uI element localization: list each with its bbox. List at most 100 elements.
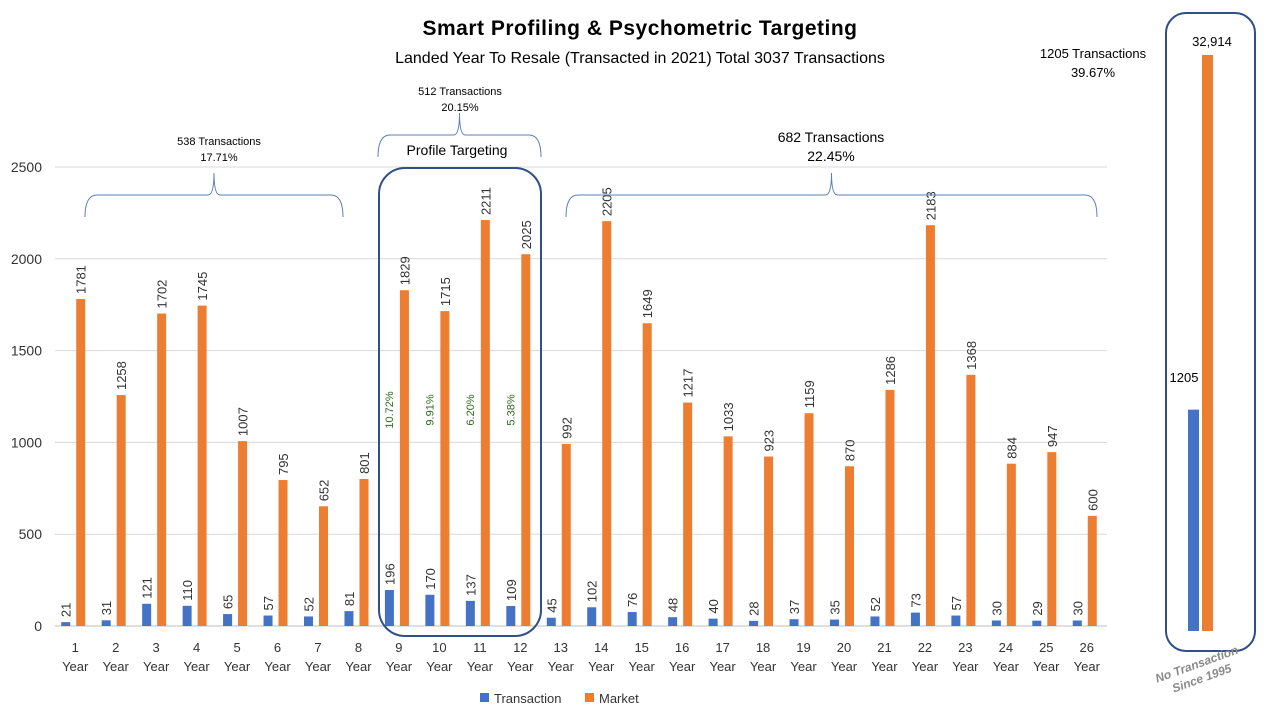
- x-tick-number: 1: [72, 640, 79, 655]
- x-tick-number: 21: [877, 640, 891, 655]
- market-bar: [359, 478, 369, 626]
- market-value-label: 1159: [802, 380, 817, 408]
- transaction-value-label: 48: [666, 598, 681, 612]
- x-tick-number: 15: [634, 640, 648, 655]
- transaction-value-label: 37: [787, 600, 802, 614]
- market-value-label: 1217: [681, 369, 696, 398]
- transaction-value-label: 57: [949, 596, 964, 610]
- x-tick-year: Year: [224, 659, 251, 674]
- transaction-value-label: 137: [463, 574, 478, 596]
- group3-percent: 22.45%: [807, 148, 854, 164]
- x-tick-year: Year: [912, 659, 939, 674]
- x-tick-year: Year: [993, 659, 1020, 674]
- transaction-value-label: 110: [180, 580, 195, 601]
- x-tick-year: Year: [264, 659, 291, 674]
- x-tick-number: 16: [675, 640, 689, 655]
- x-tick-year: Year: [467, 659, 494, 674]
- x-tick-number: 6: [274, 640, 281, 655]
- market-value-label: 1258: [114, 361, 129, 390]
- market-bar: [278, 480, 288, 626]
- transaction-bar: [991, 620, 1001, 626]
- y-tick-label: 2000: [11, 251, 42, 267]
- transaction-bar: [263, 615, 273, 626]
- transaction-bar: [344, 611, 354, 626]
- x-tick-number: 25: [1039, 640, 1053, 655]
- x-tick-number: 18: [756, 640, 770, 655]
- transaction-value-label: 52: [868, 597, 883, 611]
- x-tick-number: 17: [715, 640, 729, 655]
- x-tick-number: 14: [594, 640, 608, 655]
- transaction-bar: [465, 600, 475, 626]
- transaction-value-label: 31: [99, 601, 114, 615]
- transaction-value-label: 73: [908, 593, 923, 607]
- market-value-label: 1715: [438, 277, 453, 306]
- transaction-value-label: 30: [1070, 601, 1085, 615]
- market-value-label: 923: [762, 430, 777, 452]
- transaction-bar: [142, 603, 152, 626]
- group1-count: 538 Transactions: [177, 136, 261, 148]
- transaction-bar: [830, 619, 839, 626]
- percent-label: 6.20%: [465, 394, 477, 425]
- market-bar: [238, 441, 248, 626]
- transaction-bar: [101, 620, 111, 626]
- x-axis: 1 Year 2 Year 3 Year 4 Year 5 Year 6 Year 7 Year 8 Year…: [62, 640, 1100, 674]
- x-tick-year: Year: [1074, 659, 1101, 674]
- x-tick-year: Year: [62, 659, 89, 674]
- transaction-bar: [749, 620, 759, 626]
- x-tick-number: 8: [355, 640, 362, 655]
- market-bar: [804, 413, 814, 626]
- transaction-bar: [506, 605, 516, 626]
- market-value-label: 2211: [478, 187, 493, 215]
- x-tick-number: 22: [918, 640, 932, 655]
- x-tick-year: Year: [709, 659, 736, 674]
- market-bar: [966, 374, 976, 626]
- group2-brace: [377, 112, 542, 158]
- side-transaction-bar: [1188, 409, 1199, 631]
- market-bar: [642, 323, 652, 626]
- group3-brace: [565, 172, 1098, 218]
- x-tick-year: Year: [183, 659, 210, 674]
- y-tick-label: 1500: [11, 343, 42, 359]
- transaction-bar: [546, 617, 556, 626]
- x-tick-number: 19: [796, 640, 810, 655]
- x-tick-year: Year: [1033, 659, 1060, 674]
- gridlines: [55, 166, 1107, 627]
- market-bar: [925, 225, 935, 626]
- chart-title: Smart Profiling & Psychometric Targeting: [422, 17, 857, 40]
- side-market-bar: [1202, 55, 1213, 631]
- transaction-bar: [910, 612, 920, 626]
- market-bar: [116, 395, 126, 626]
- x-tick-year: Year: [103, 659, 130, 674]
- percent-label: 10.72%: [384, 391, 396, 429]
- legend: Transaction Market: [480, 691, 639, 706]
- market-value-label: 884: [1004, 437, 1019, 459]
- market-value-label: 1745: [195, 272, 210, 301]
- group2-percent: 20.15%: [441, 102, 479, 114]
- x-tick-year: Year: [871, 659, 898, 674]
- x-tick-year: Year: [629, 659, 656, 674]
- transaction-bar: [789, 619, 799, 626]
- market-value-label: 795: [276, 453, 291, 475]
- group1-percent: 17.71%: [200, 152, 238, 164]
- profile-targeting-box: [378, 167, 542, 637]
- transaction-bar: [668, 617, 678, 626]
- x-tick-year: Year: [588, 659, 615, 674]
- x-tick-year: Year: [952, 659, 979, 674]
- group-annotations: 538 Transactions 17.71% 682 Transactions 22…: [84, 86, 1098, 637]
- market-value-label: 947: [1045, 425, 1060, 447]
- x-tick-year: Year: [426, 659, 453, 674]
- transaction-value-label: 76: [625, 593, 640, 607]
- x-tick-number: 12: [513, 640, 527, 655]
- market-bar: [561, 443, 571, 626]
- market-value-label: 1829: [397, 256, 412, 285]
- market-value-label: 2183: [923, 191, 938, 220]
- transaction-bar: [951, 615, 961, 626]
- market-value-label: 600: [1085, 489, 1100, 511]
- market-bar: [1047, 452, 1057, 626]
- x-tick-number: 13: [554, 640, 568, 655]
- side-caption-percent: 39.67%: [1071, 65, 1116, 80]
- x-tick-year: Year: [831, 659, 858, 674]
- x-tick-number: 10: [432, 640, 446, 655]
